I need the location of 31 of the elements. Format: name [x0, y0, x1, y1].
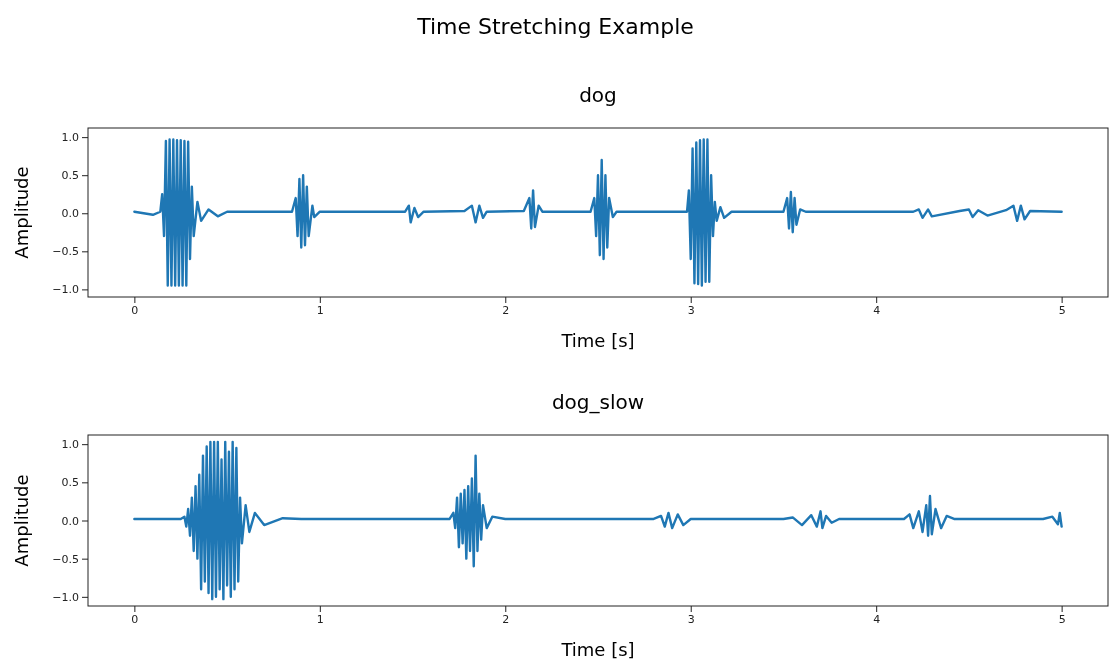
x-tick-label: 0	[131, 303, 139, 317]
y-tick-label: 1.0	[61, 438, 79, 452]
y-tick-label: 0.5	[61, 476, 79, 490]
text: Time Stretching Example	[416, 14, 694, 39]
x-tick-label: 1	[316, 612, 324, 626]
y-tick-label: −1.0	[52, 283, 79, 297]
x-tick-label: 2	[502, 303, 510, 317]
x-tick-label: 4	[873, 612, 881, 626]
x-tick-label: 4	[873, 303, 881, 317]
y-axis-title: Amplitude	[11, 166, 32, 259]
chart-title: dog_slow	[551, 390, 645, 414]
x-axis-title: Time [s]	[560, 639, 635, 660]
line-series	[133, 138, 1063, 287]
y-tick-label: 0.0	[61, 514, 79, 528]
x-axis-title: Time [s]	[560, 330, 635, 351]
y-tick-label: −0.5	[52, 245, 79, 259]
y-tick-label: 0.5	[61, 169, 79, 183]
x-tick-label: 1	[316, 303, 324, 317]
y-axis-title: Amplitude	[11, 474, 32, 567]
line-series	[133, 440, 1063, 601]
x-tick-label: 5	[1058, 303, 1066, 317]
y-tick-label: −0.5	[52, 552, 79, 566]
y-tick-label: 0.0	[61, 207, 79, 221]
y-tick-label: 1.0	[61, 131, 79, 145]
x-tick-label: 2	[502, 612, 510, 626]
chart-title: dog	[579, 83, 617, 107]
x-tick-label: 0	[131, 612, 139, 626]
y-tick-label: −1.0	[52, 590, 79, 604]
x-tick-label: 3	[687, 612, 695, 626]
x-tick-label: 5	[1058, 612, 1066, 626]
x-tick-label: 3	[687, 303, 695, 317]
